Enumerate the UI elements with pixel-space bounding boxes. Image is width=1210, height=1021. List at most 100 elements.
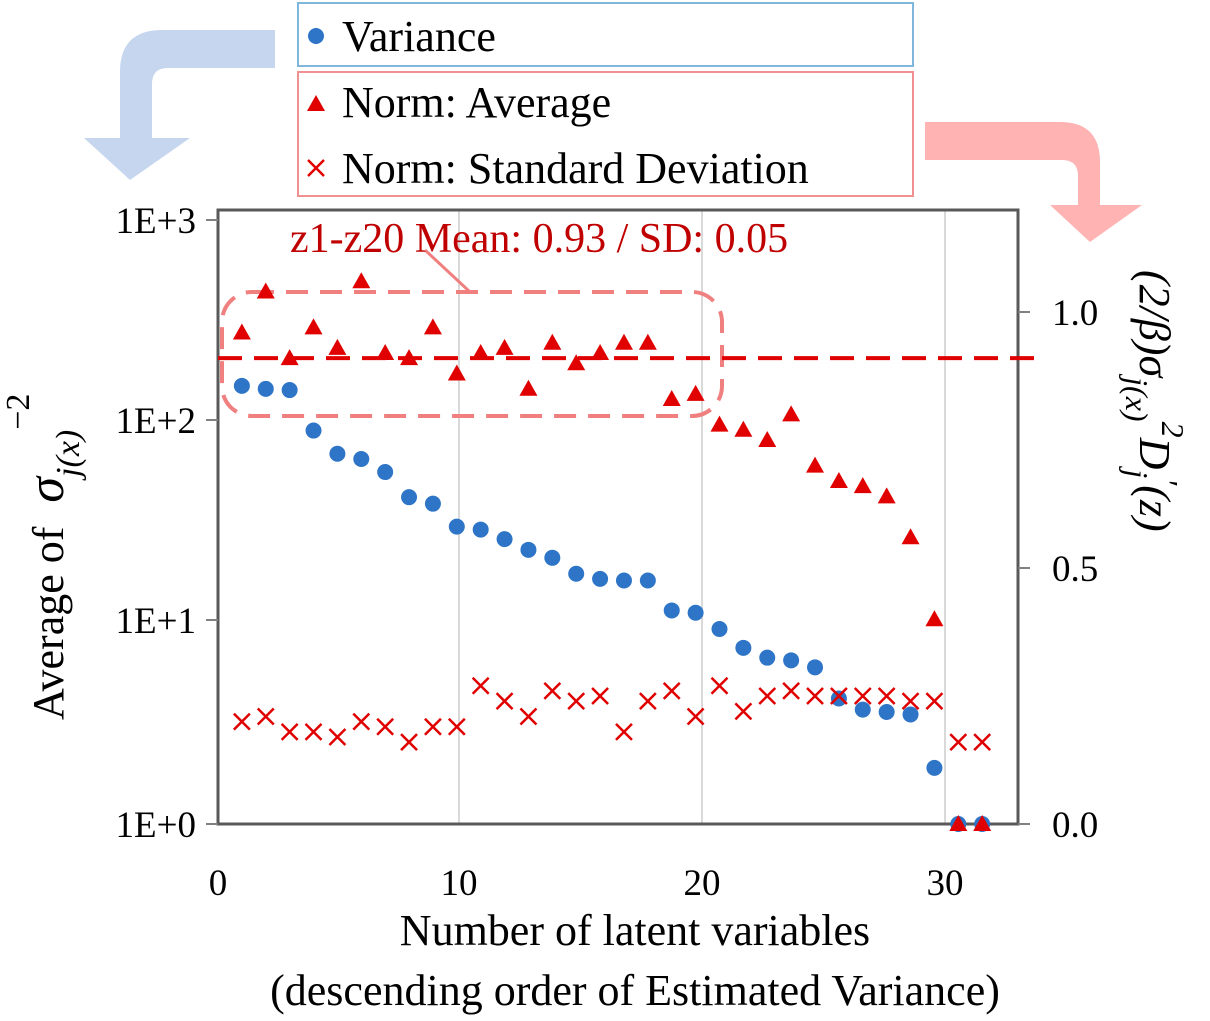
variance-point <box>353 451 370 468</box>
norm-average-point <box>782 405 801 422</box>
plot-frame <box>216 208 1020 826</box>
variance-point <box>663 602 680 619</box>
legend-marker-variance <box>308 28 324 44</box>
norm-sd-point <box>280 722 299 741</box>
norm-average-point <box>471 343 490 360</box>
norm-sd-point <box>447 717 466 736</box>
norm-average-point <box>567 354 586 371</box>
norm-average-point <box>829 471 848 488</box>
variance-point <box>592 570 609 587</box>
right-arrow-decoration <box>925 122 1142 242</box>
norm-average-point <box>925 610 944 627</box>
y-right-axis-title: (2/β)σj(x)2Dj′(z) <box>1119 270 1191 532</box>
variance-point <box>639 572 656 589</box>
norm-sd-point <box>662 681 681 700</box>
norm-sd-point <box>686 707 705 726</box>
norm-average-point <box>591 343 610 360</box>
y-left-axis-title: Average ofσj(x)−2 <box>0 394 87 720</box>
norm-sd-point <box>853 687 872 705</box>
norm-average-point <box>662 390 681 407</box>
norm-average-point <box>710 415 729 432</box>
variance-point <box>687 604 704 621</box>
variance-point <box>902 706 919 723</box>
variance-point <box>233 377 250 394</box>
legend-marker-norm-sd <box>307 159 325 177</box>
norm-sd-point <box>376 717 395 736</box>
norm-average-point <box>686 384 705 401</box>
series-norm-sd <box>232 676 992 751</box>
norm-average-point <box>352 272 371 289</box>
norm-average-point <box>423 318 442 335</box>
highlight-box <box>220 290 724 418</box>
norm-sd-point <box>256 707 275 726</box>
norm-average-point <box>877 487 896 504</box>
norm-sd-point <box>782 681 801 700</box>
norm-average-point <box>543 333 562 350</box>
legend-label-variance: Variance <box>342 12 496 61</box>
norm-sd-point <box>877 687 896 705</box>
norm-sd-point <box>758 687 777 705</box>
variance-point <box>544 549 561 566</box>
norm-average-point <box>376 343 395 360</box>
norm-sd-point <box>949 733 968 751</box>
x-axis-title-line2: (descending order of Estimated Variance) <box>270 966 1000 1015</box>
norm-sd-point <box>925 692 944 711</box>
variance-point <box>472 521 489 538</box>
variance-point <box>854 701 871 718</box>
norm-sd-point <box>304 722 323 741</box>
norm-average-point <box>447 364 466 381</box>
norm-sd-point <box>638 692 657 711</box>
legend-box-norm <box>297 71 914 197</box>
annotation-text: z1-z20 Mean: 0.93 / SD: 0.05 <box>290 216 788 262</box>
y-left-tick-1: 1E+0 <box>116 805 196 846</box>
variance-point <box>783 652 800 669</box>
annotation-leader-line <box>423 248 472 294</box>
norm-average-point <box>614 333 633 350</box>
norm-sd-point <box>519 707 538 726</box>
legend-marker-norm-average <box>307 95 325 111</box>
norm-sd-point <box>973 733 992 751</box>
norm-average-point <box>400 349 419 366</box>
series-variance <box>233 377 991 832</box>
norm-average-point <box>734 420 753 437</box>
y-left-tick-10: 1E+1 <box>116 601 196 642</box>
norm-sd-point <box>424 717 442 736</box>
variance-point <box>878 703 895 720</box>
variance-point <box>807 659 824 676</box>
norm-sd-point <box>567 692 586 711</box>
norm-sd-point <box>806 687 824 705</box>
right-axis <box>1018 311 1030 825</box>
legend: Variance Norm: Average Norm: Standard De… <box>297 2 914 197</box>
variance-point <box>401 489 418 506</box>
norm-average-point <box>806 456 825 473</box>
norm-sd-point <box>328 728 347 746</box>
variance-point <box>305 422 322 439</box>
norm-average-point <box>973 815 992 831</box>
variance-point <box>329 445 346 462</box>
variance-point <box>520 541 537 558</box>
variance-point <box>448 518 465 535</box>
norm-sd-point <box>232 712 251 731</box>
svg-text:Average ofσj(x)−2: Average ofσj(x)−2 <box>0 394 87 720</box>
legend-box-variance <box>297 2 914 67</box>
variance-point <box>926 759 943 776</box>
norm-average-point <box>758 431 777 447</box>
norm-sd-point <box>615 722 633 741</box>
variance-point <box>568 565 585 582</box>
y-right-tick-0.0: 0.0 <box>1052 805 1098 846</box>
norm-sd-point <box>830 687 848 705</box>
norm-sd-point <box>400 733 418 751</box>
norm-average-point <box>638 333 657 350</box>
norm-average-point <box>256 282 275 299</box>
x-axis-title-line1: Number of latent variables <box>400 906 870 955</box>
norm-sd-point <box>352 712 371 731</box>
left-axis <box>206 219 218 825</box>
variance-point <box>615 572 632 589</box>
norm-average-point <box>304 318 323 335</box>
variance-point <box>257 380 274 397</box>
norm-sd-point <box>543 681 562 700</box>
variance-point <box>735 639 752 656</box>
norm-sd-point <box>734 702 753 721</box>
x-tick-20: 20 <box>684 863 721 904</box>
